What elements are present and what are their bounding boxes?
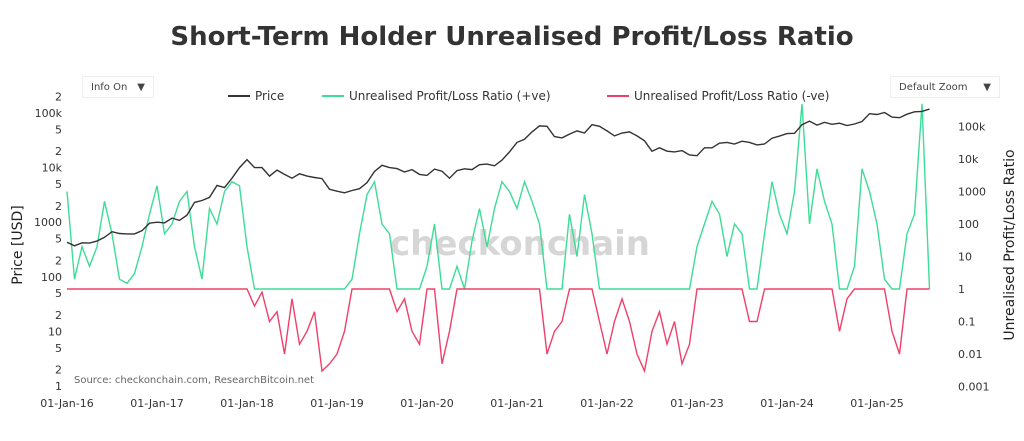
info-toggle-dropdown[interactable]: Info On ▼ <box>82 76 154 98</box>
chart-title: Short-Term Holder Unrealised Profit/Loss… <box>170 22 854 52</box>
x-tick: 01-Jan-22 <box>580 397 634 410</box>
dropdown-arrow-icon: ▼ <box>137 81 145 93</box>
x-tick: 01-Jan-21 <box>490 397 544 410</box>
y-right-tick: 0.01 <box>958 348 983 361</box>
x-tick: 01-Jan-19 <box>310 397 364 410</box>
price-line <box>66 108 930 247</box>
y-left-tick: 1 <box>55 380 62 393</box>
y-left-tick: 2 <box>55 309 62 322</box>
y-right-tick: 1000 <box>958 186 986 199</box>
y-left-tick: 2 <box>55 254 62 267</box>
x-tick: 01-Jan-16 <box>40 397 94 410</box>
y-right-tick: 1 <box>958 283 965 296</box>
x-tick: 01-Jan-20 <box>400 397 454 410</box>
y-right-tick: 0.1 <box>958 316 976 329</box>
y-left-tick: 2 <box>55 200 62 213</box>
y-left-tick: 2 <box>55 364 62 377</box>
x-tick: 01-Jan-25 <box>850 397 904 410</box>
y-left-tick: 5 <box>55 287 62 300</box>
source-note: Source: checkonchain.com, ResearchBitcoi… <box>74 375 314 386</box>
y-left-tick: 100k <box>35 107 63 120</box>
y-left-tick: 2 <box>55 91 62 104</box>
ratio-positive-line <box>66 103 931 290</box>
y-right-label: Unrealised Profit/Loss Ratio <box>1002 149 1018 340</box>
dropdown-arrow-icon: ▼ <box>983 81 991 93</box>
legend-item[interactable]: Unrealised Profit/Loss Ratio (+ve) <box>349 89 551 103</box>
y-left-tick: 5 <box>55 123 62 136</box>
y-left-tick: 5 <box>55 342 62 355</box>
y-left-label: Price [USD] <box>10 205 26 284</box>
legend-item[interactable]: Price <box>255 89 284 103</box>
y-left-tick: 10 <box>48 325 62 338</box>
ratio-negative-line <box>67 288 930 374</box>
y-left-tick: 5 <box>55 178 62 191</box>
x-tick: 01-Jan-24 <box>760 397 814 410</box>
y-left-tick: 1000 <box>34 216 62 229</box>
y-left-tick: 10k <box>42 162 63 175</box>
y-right-tick: 10k <box>958 153 979 166</box>
legend: Price Unrealised Profit/Loss Ratio (+ve) U… <box>228 89 830 103</box>
zoom-dropdown[interactable]: Default Zoom ▼ <box>890 76 1000 98</box>
zoom-label: Default Zoom <box>899 81 968 93</box>
y-left-tick: 2 <box>55 145 62 158</box>
legend-item[interactable]: Unrealised Profit/Loss Ratio (-ve) <box>634 89 830 103</box>
x-tick: 01-Jan-23 <box>670 397 724 410</box>
y-left-tick: 5 <box>55 233 62 246</box>
info-label: Info On <box>91 81 128 93</box>
y-left-tick: 100 <box>41 271 62 284</box>
y-right-tick: 100 <box>958 218 979 231</box>
y-right-tick: 100k <box>958 121 986 134</box>
x-tick: 01-Jan-17 <box>130 397 184 410</box>
x-tick: 01-Jan-18 <box>220 397 274 410</box>
y-right-tick: 10 <box>958 251 972 264</box>
y-right-tick: 0.001 <box>958 381 990 394</box>
